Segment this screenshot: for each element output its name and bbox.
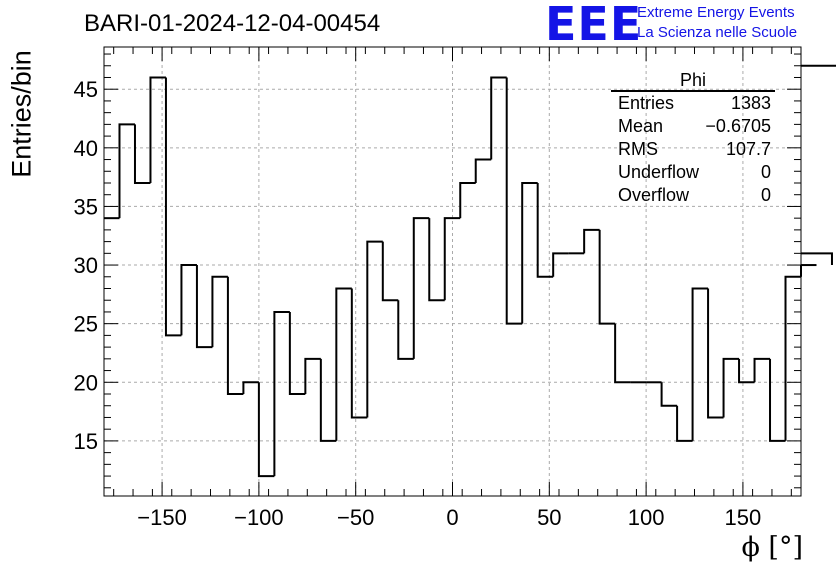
histogram-bin	[753, 357, 771, 383]
stats-row-entries: Entries 1383	[611, 92, 775, 115]
histogram-bin	[801, 64, 836, 67]
stats-row-rms: RMS 107.7	[611, 138, 775, 161]
stats-value: 107.7	[725, 139, 771, 159]
histogram-bin	[691, 287, 709, 441]
histogram-bin	[412, 217, 430, 359]
histogram-bin	[242, 381, 259, 395]
y-tick-label: 35	[74, 194, 98, 219]
histogram-bin	[521, 181, 538, 324]
y-tick-label: 40	[74, 136, 98, 161]
y-tick-label: 25	[74, 312, 98, 337]
histogram-bin	[397, 300, 414, 360]
histogram-bin	[583, 228, 600, 254]
stats-label: Underflow	[618, 162, 700, 182]
stats-label: Entries	[618, 93, 675, 113]
histogram-bin	[335, 287, 352, 441]
histogram-bin	[381, 241, 399, 302]
x-tick-label: −150	[137, 505, 187, 530]
stats-row-mean: Mean −0.6705	[611, 115, 775, 138]
histogram-bin	[257, 382, 275, 478]
histogram-bin	[614, 323, 631, 384]
histogram-bin	[319, 358, 337, 442]
histogram-bin	[660, 382, 678, 407]
histogram-bin	[118, 123, 135, 219]
stats-value: −0.6705	[705, 116, 771, 136]
histogram-bin	[195, 265, 213, 349]
stats-label: Mean	[618, 116, 664, 136]
histogram-bin	[490, 76, 507, 160]
histogram-bin	[598, 229, 616, 325]
histogram-bin	[428, 218, 445, 302]
histogram-bin	[505, 77, 523, 325]
y-tick-label: 20	[74, 370, 98, 395]
histogram-bin	[443, 217, 461, 301]
histogram-bin	[149, 76, 166, 183]
histogram-bin	[226, 276, 244, 396]
logo-line-2: La Scienza nelle Scuole	[637, 24, 798, 41]
stats-value: 1383	[730, 93, 771, 113]
histogram-bin	[164, 77, 182, 337]
y-tick-label: 15	[74, 429, 98, 454]
chart-title: BARI-01-2024-12-04-00454	[84, 10, 381, 37]
histogram-bin	[211, 275, 228, 348]
stats-label: Overflow	[618, 185, 690, 205]
histogram-bin	[707, 288, 724, 419]
stats-box: Phi Entries 1383 Mean −0.6705 RMS 107.7 …	[611, 70, 775, 207]
y-tick-label: 30	[74, 253, 98, 278]
histogram-bin	[180, 264, 197, 336]
y-tick-label: 45	[74, 77, 98, 102]
stats-label: RMS	[618, 139, 658, 159]
stats-title: Phi	[611, 70, 775, 92]
histogram-bin	[350, 288, 368, 419]
histogram-bin	[474, 158, 492, 183]
eee-logo: EEE	[545, 0, 643, 51]
histogram-bin	[536, 182, 554, 278]
histogram-bin	[738, 358, 755, 384]
x-tick-label: 50	[537, 505, 561, 530]
histogram-bin	[722, 357, 740, 418]
histogram-bin	[801, 252, 833, 266]
stats-row-overflow: Overflow 0	[611, 184, 775, 207]
histogram-bin	[552, 252, 569, 277]
x-tick-label: 150	[725, 505, 762, 530]
histogram-bin	[304, 357, 321, 395]
histogram-bin	[288, 311, 306, 396]
x-axis-label: ϕ [°]	[741, 532, 803, 563]
x-tick-label: −100	[234, 505, 284, 530]
histogram-bin	[133, 124, 151, 184]
histogram-bin	[459, 181, 476, 219]
stats-value: 0	[760, 185, 771, 205]
histogram-bin	[769, 358, 786, 442]
histogram-bin	[273, 310, 290, 477]
logo-line-1: Extreme Energy Events	[637, 4, 795, 21]
histogram-bin	[676, 405, 693, 442]
stats-value: 0	[760, 162, 771, 182]
x-tick-label: −50	[337, 505, 374, 530]
histogram-bin	[366, 240, 383, 418]
stats-row-underflow: Underflow 0	[611, 161, 775, 184]
histogram-bin	[784, 275, 801, 441]
x-tick-label: 100	[628, 505, 665, 530]
x-tick-label: 0	[446, 505, 458, 530]
plot-frame	[103, 46, 802, 497]
